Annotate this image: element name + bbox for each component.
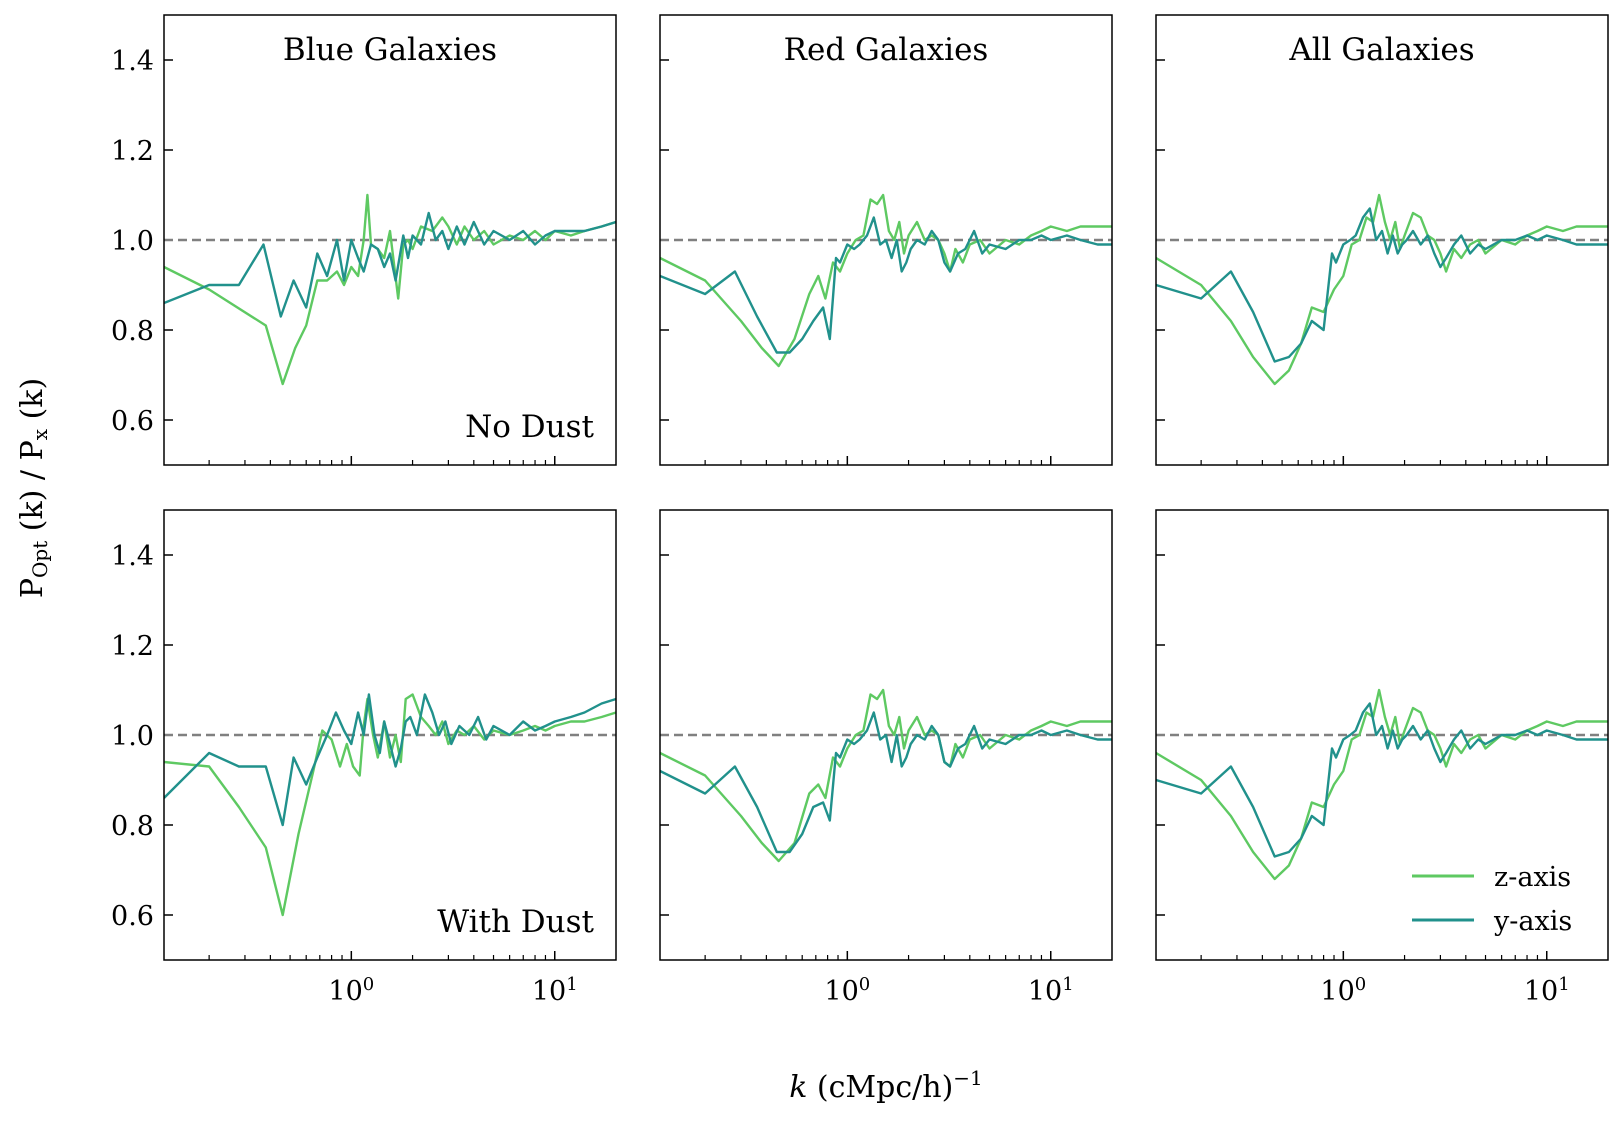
x-tick-label: 101 bbox=[1524, 974, 1570, 1008]
panel-frame bbox=[659, 14, 1113, 466]
panel-frame bbox=[659, 509, 1113, 961]
panel-title: Blue Galaxies bbox=[283, 32, 497, 68]
series-line-y-axis bbox=[164, 693, 616, 827]
x-tick-label: 100 bbox=[1320, 974, 1366, 1008]
y-tick-label: 1.2 bbox=[111, 136, 154, 167]
series-line-z-axis bbox=[1156, 193, 1608, 386]
series-line-y-axis bbox=[1156, 702, 1608, 858]
x-tick-label-exp: 0 bbox=[1355, 974, 1366, 995]
panel-frame bbox=[163, 509, 617, 961]
series-line-z-axis bbox=[660, 193, 1112, 368]
x-tick-label-base: 10 bbox=[824, 976, 858, 1007]
y-tick-label: 1.0 bbox=[111, 226, 154, 257]
x-tick-label-base: 10 bbox=[532, 976, 566, 1007]
panel-frame bbox=[1155, 14, 1609, 466]
y-tick-label: 0.6 bbox=[111, 901, 154, 932]
x-tick-label-exp: 0 bbox=[363, 974, 374, 995]
x-tick-label-exp: 0 bbox=[859, 974, 870, 995]
legend-label-y-axis: y-axis bbox=[1493, 906, 1572, 937]
series-line-y-axis bbox=[1156, 207, 1608, 363]
x-tick-label-base: 10 bbox=[1028, 976, 1062, 1007]
y-tick-label: 0.6 bbox=[111, 406, 154, 437]
legend-label-z-axis: z-axis bbox=[1494, 862, 1571, 893]
y-label-mid: (k) / P bbox=[15, 440, 50, 541]
x-tick-label-exp: 1 bbox=[1558, 974, 1569, 995]
series-line-z-axis bbox=[164, 693, 616, 917]
y-tick-label: 1.2 bbox=[111, 631, 154, 662]
x-tick-label: 101 bbox=[532, 974, 578, 1008]
series-line-y-axis bbox=[660, 216, 1112, 354]
x-label-k: k bbox=[789, 1070, 807, 1105]
panel-annotation: With Dust bbox=[437, 904, 594, 940]
panel-r0-c1: Red Galaxies bbox=[659, 14, 1113, 466]
y-tick-label: 0.8 bbox=[111, 316, 154, 347]
panel-frame bbox=[163, 14, 617, 466]
y-label-sub-opt: Opt bbox=[28, 541, 52, 578]
panel-r0-c0: 0.6 0.8 1.0 1.2 1.4 Blue Galaxies No Dust bbox=[111, 14, 617, 466]
series-line-y-axis bbox=[660, 711, 1112, 854]
y-label-p: P bbox=[15, 578, 50, 598]
series-line-z-axis bbox=[164, 193, 616, 386]
y-tick-label: 1.4 bbox=[111, 46, 154, 77]
x-tick-label: 100 bbox=[328, 974, 374, 1008]
y-tick-label: 1.4 bbox=[111, 541, 154, 572]
y-tick-label: 1.0 bbox=[111, 721, 154, 752]
x-tick-label-base: 10 bbox=[1524, 976, 1558, 1007]
x-label-units: (cMpc/h) bbox=[807, 1070, 953, 1105]
x-axis-label: k (cMpc/h)−1 bbox=[789, 1066, 983, 1105]
x-tick-label-exp: 1 bbox=[1062, 974, 1073, 995]
x-tick-label-base: 10 bbox=[1320, 976, 1354, 1007]
y-label-tail: (k) bbox=[15, 378, 50, 429]
x-tick-label: 100 bbox=[824, 974, 870, 1008]
x-label-sup: −1 bbox=[953, 1066, 982, 1090]
legend: z-axis y-axis bbox=[1412, 862, 1572, 937]
panel-r1-c1: 100 101 bbox=[659, 509, 1113, 1008]
panel-frame bbox=[1155, 509, 1609, 961]
x-tick-label-base: 10 bbox=[328, 976, 362, 1007]
x-tick-label-exp: 1 bbox=[566, 974, 577, 995]
panel-title: All Galaxies bbox=[1288, 32, 1474, 68]
series-line-z-axis bbox=[1156, 688, 1608, 881]
panel-r1-c2: 100 101 bbox=[1155, 509, 1609, 1008]
panel-title: Red Galaxies bbox=[784, 32, 989, 68]
panel-annotation: No Dust bbox=[465, 409, 594, 445]
y-label-sub-x: x bbox=[28, 428, 52, 440]
y-tick-label: 0.8 bbox=[111, 811, 154, 842]
x-tick-label: 101 bbox=[1028, 974, 1074, 1008]
y-axis-label: POpt (k) / Px (k) bbox=[15, 378, 52, 598]
panels-group: 0.6 0.8 1.0 1.2 1.4 Blue Galaxies No Dust Red G… bbox=[111, 14, 1609, 1008]
series-line-z-axis bbox=[660, 688, 1112, 863]
series-line-y-axis bbox=[164, 211, 616, 318]
panel-r0-c2: All Galaxies bbox=[1155, 14, 1609, 466]
